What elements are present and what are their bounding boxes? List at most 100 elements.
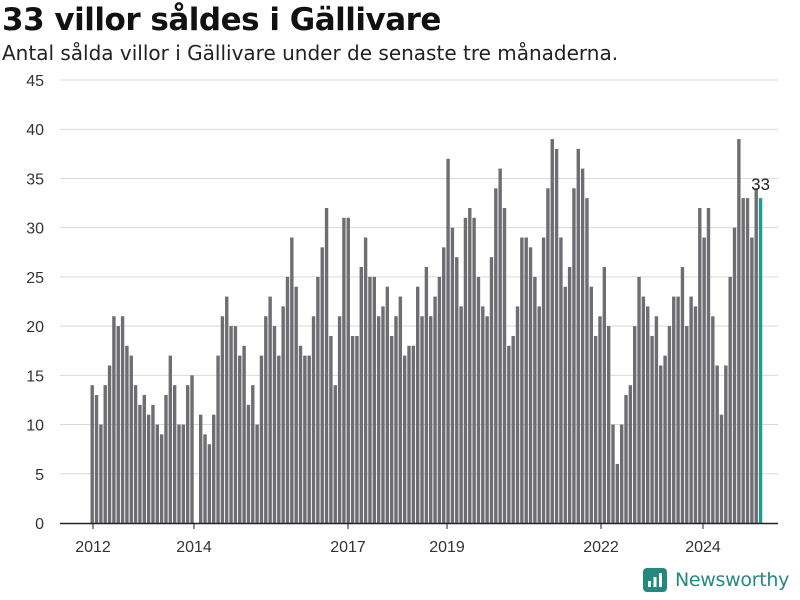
latest-value-label: 33 <box>751 175 770 194</box>
bar <box>698 207 702 524</box>
bar-latest <box>758 198 763 523</box>
bar <box>680 267 685 523</box>
bar <box>602 267 607 523</box>
bar <box>598 316 602 523</box>
bar <box>251 385 255 523</box>
bar <box>537 306 541 523</box>
bar <box>472 217 476 523</box>
bar <box>433 296 437 523</box>
brand-name: Newsworthy <box>675 569 790 591</box>
bar <box>654 316 659 523</box>
bar <box>563 286 567 523</box>
bar <box>298 345 303 523</box>
bar <box>216 355 220 523</box>
bar <box>667 326 672 523</box>
bar <box>199 414 203 523</box>
bar <box>567 267 572 523</box>
bar <box>168 355 173 523</box>
bar <box>255 424 259 523</box>
bar <box>719 414 724 523</box>
axes <box>60 522 778 529</box>
bar <box>559 237 563 523</box>
bar <box>133 385 138 523</box>
bar <box>142 395 146 523</box>
bar <box>264 316 268 523</box>
bar <box>633 326 637 523</box>
y-tick-label: 10 <box>26 418 44 435</box>
bar <box>337 316 342 523</box>
bar <box>489 257 494 523</box>
bar <box>737 139 741 523</box>
y-tick-label: 45 <box>26 73 44 90</box>
bar <box>333 385 337 523</box>
bar <box>507 345 511 523</box>
bar <box>550 139 554 523</box>
bar <box>724 365 728 523</box>
bar <box>164 395 168 523</box>
x-tick-label: 2024 <box>685 539 721 556</box>
bar <box>685 326 689 523</box>
bar <box>585 198 589 523</box>
bar <box>281 306 285 523</box>
bar <box>637 276 641 523</box>
bar <box>429 316 433 523</box>
chart-title: 33 villor såldes i Gällivare <box>2 2 441 38</box>
bar <box>229 326 233 523</box>
y-tick-label: 25 <box>26 270 44 287</box>
bar <box>259 355 264 523</box>
bar <box>624 395 628 523</box>
bar <box>285 276 290 523</box>
bar <box>103 385 107 523</box>
bar <box>593 335 598 523</box>
bar <box>754 188 758 524</box>
bar <box>116 326 120 523</box>
bar <box>272 326 277 523</box>
bar <box>741 198 745 523</box>
bar <box>693 306 698 523</box>
y-tick-label: 35 <box>26 171 44 188</box>
labels: 0 5 10 15 20 25 30 35 40 45 33 2012 2014 2017 2019 2022… <box>26 73 770 556</box>
bar <box>151 404 155 523</box>
bar <box>402 355 407 523</box>
bar <box>442 247 446 524</box>
y-tick-label: 40 <box>26 122 44 139</box>
bar <box>672 296 676 523</box>
bar <box>524 237 528 523</box>
x-tick-label: 2017 <box>330 539 366 556</box>
bar <box>546 188 550 524</box>
bar <box>303 355 307 523</box>
bar <box>706 207 711 524</box>
bar <box>342 217 346 523</box>
bar <box>376 316 381 523</box>
bar <box>728 276 732 523</box>
bar <box>212 414 216 523</box>
bar <box>207 444 212 523</box>
bar <box>398 296 403 523</box>
newsworthy-logo-icon <box>643 568 667 592</box>
bar <box>689 296 693 523</box>
bar <box>715 365 719 523</box>
bar <box>220 316 225 523</box>
bar <box>190 375 194 523</box>
bar <box>619 424 624 523</box>
bar <box>159 434 164 523</box>
bar <box>646 306 650 523</box>
bar <box>177 424 181 523</box>
y-tick-label: 0 <box>35 516 44 533</box>
x-tick-label: 2014 <box>176 539 212 556</box>
bar <box>94 395 99 523</box>
bar <box>416 286 420 523</box>
bar <box>385 286 390 523</box>
y-tick-label: 5 <box>35 467 44 484</box>
bar <box>459 306 463 523</box>
bar <box>745 198 750 523</box>
bar <box>394 316 398 523</box>
bar <box>125 345 129 523</box>
bar <box>389 335 394 523</box>
bar <box>611 424 615 523</box>
bar <box>246 404 251 523</box>
bar <box>359 267 363 523</box>
bar <box>172 385 177 523</box>
bar <box>225 296 229 523</box>
bar <box>750 237 754 523</box>
